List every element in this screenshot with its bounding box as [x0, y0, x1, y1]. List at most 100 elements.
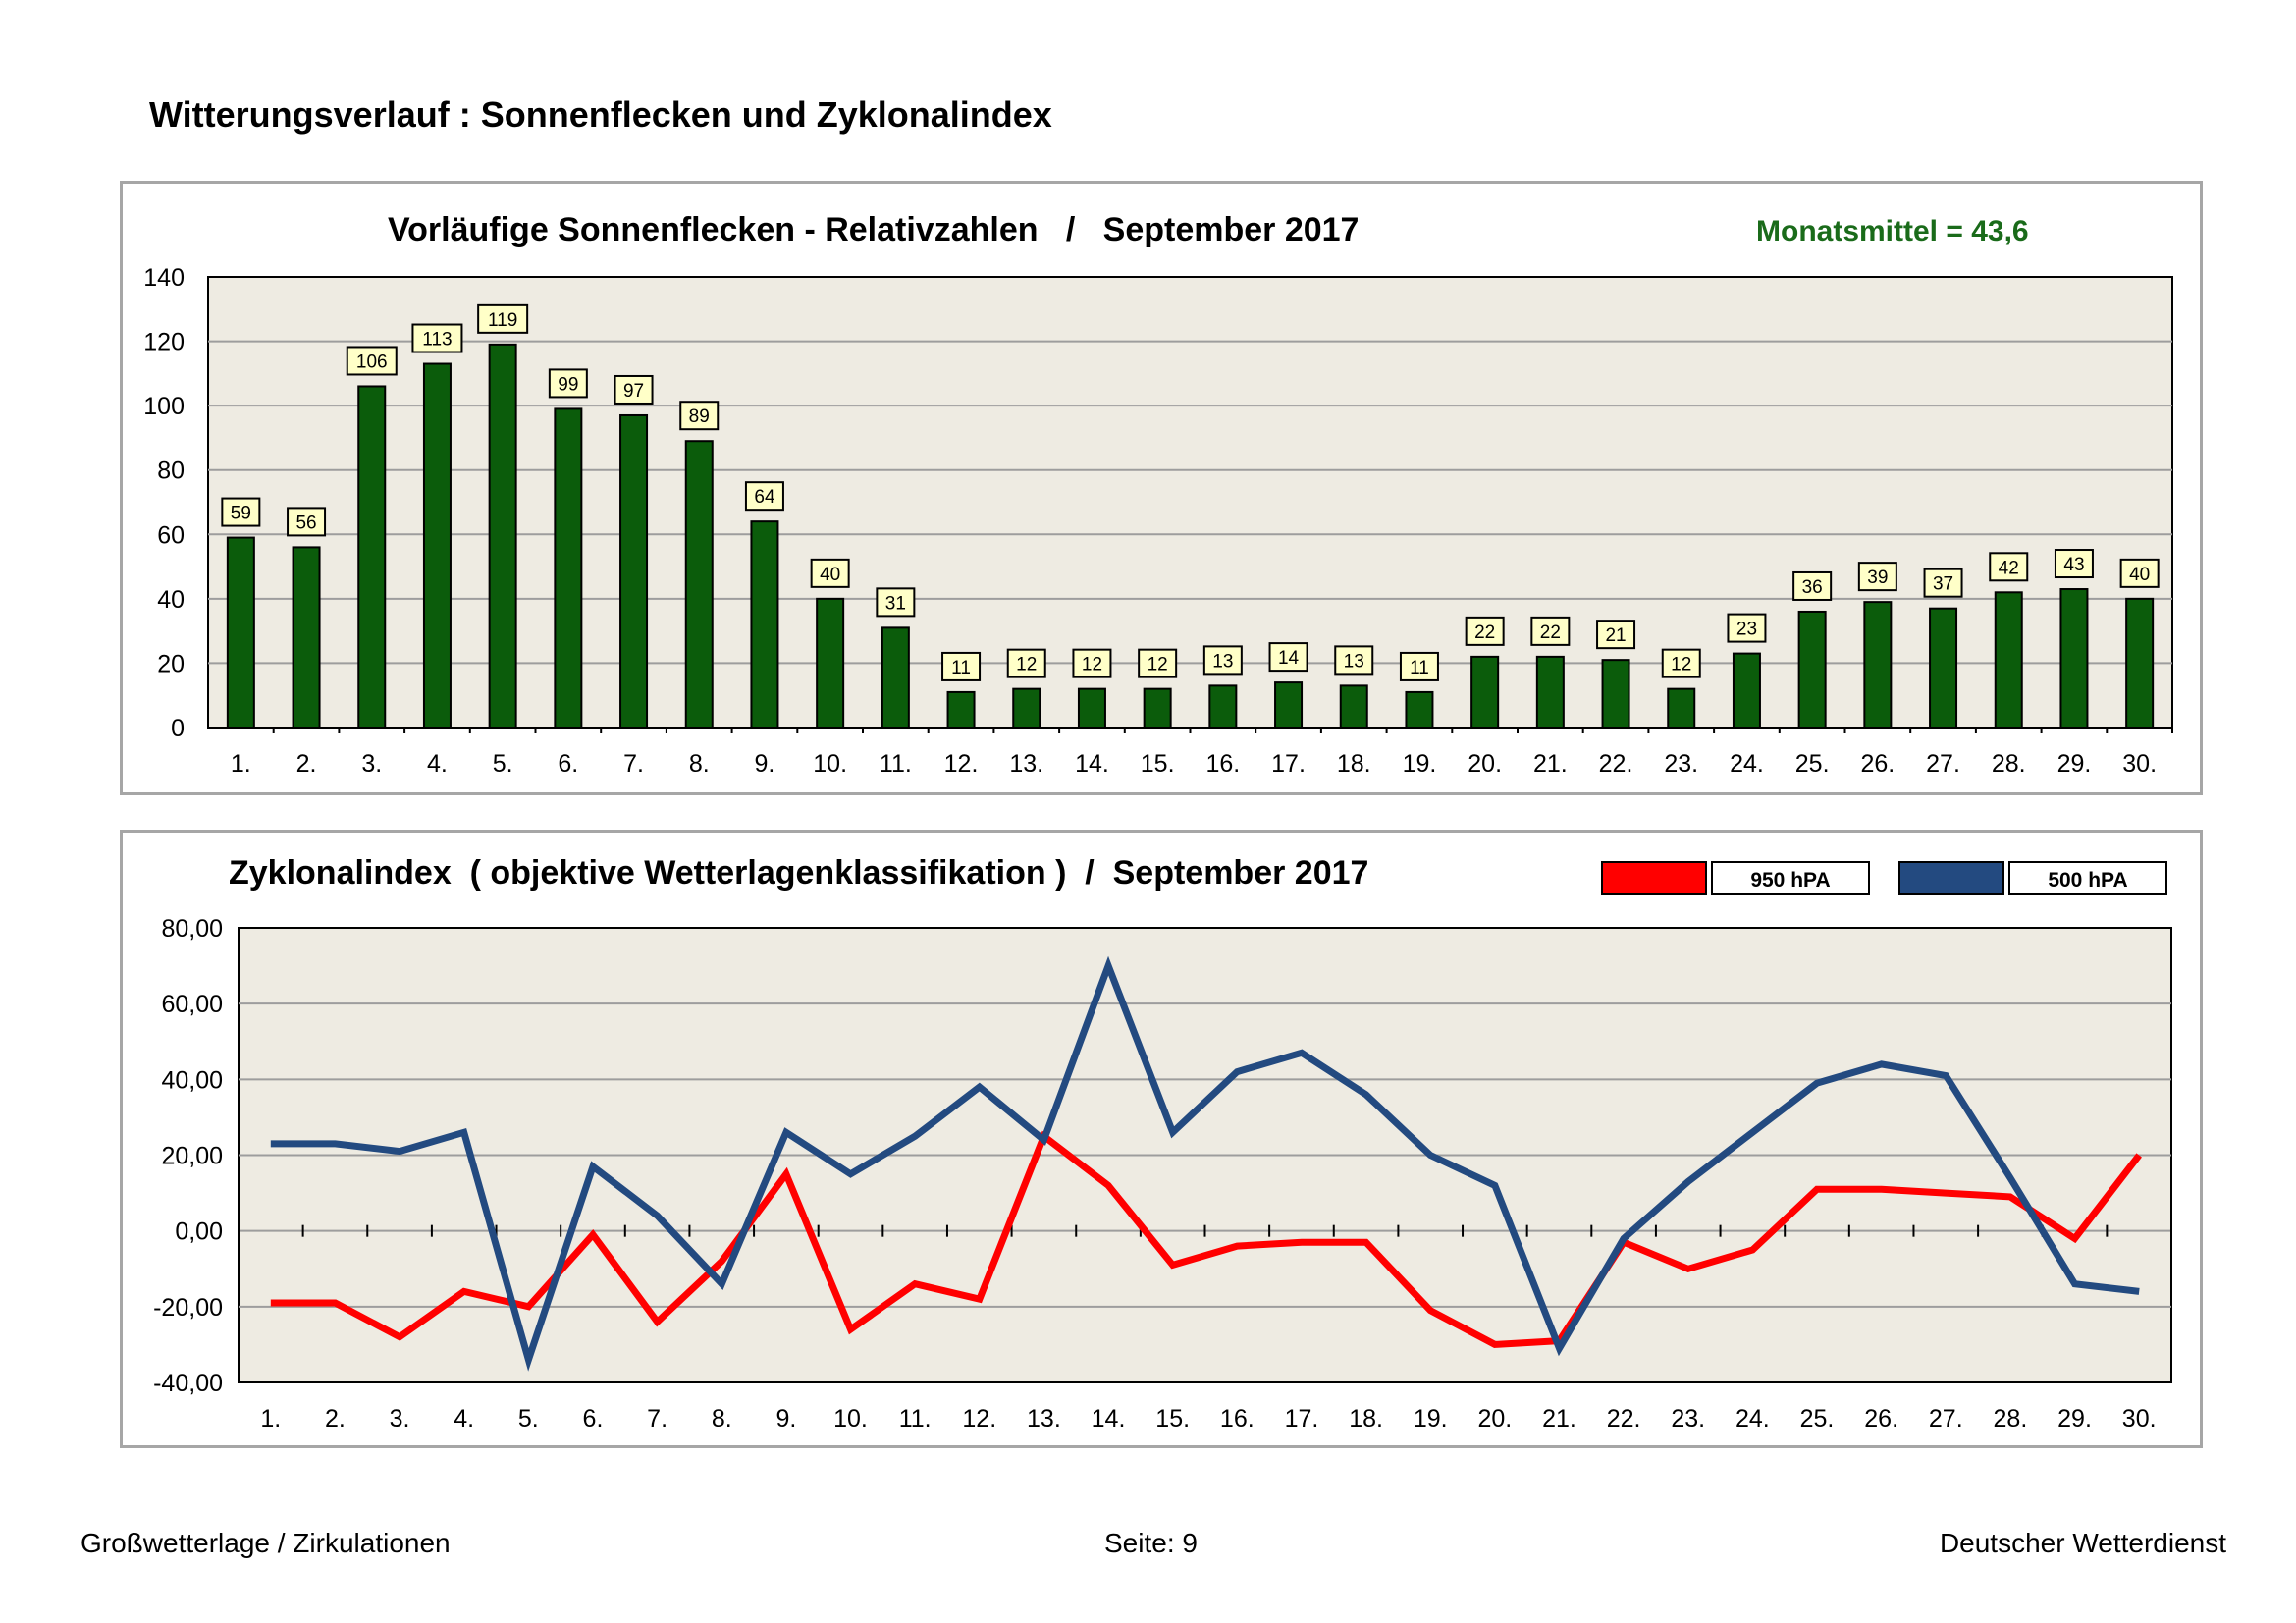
sunspot-x-tick-label: 2.: [296, 750, 317, 778]
sunspot-bar: [1208, 684, 1238, 729]
sunspot-data-label: 12: [1148, 655, 1168, 676]
sunspot-data-label-box: [1465, 616, 1505, 646]
legend-500-hpa-box: [2008, 861, 2167, 895]
cyclonal-x-tick-label: 10.: [833, 1405, 868, 1433]
cyclonal-x-tick-label: 20.: [1477, 1405, 1512, 1433]
cyclonal-x-tick-label: 24.: [1735, 1405, 1770, 1433]
sunspot-data-label-box: [1202, 645, 1243, 676]
sunspot-data-label-box: [679, 401, 720, 431]
cyclonal-y-tick-label: -20,00: [153, 1294, 223, 1322]
cyclonal-x-tick-label: 12.: [962, 1405, 996, 1433]
sunspot-data-label: 13: [1212, 651, 1233, 672]
sunspot-data-label: 56: [295, 513, 316, 533]
sunspot-x-tick-label: 16.: [1205, 750, 1240, 778]
sunspot-data-label-box: [2119, 558, 2160, 588]
sunspot-x-tick-label: 12.: [944, 750, 979, 778]
sunspot-data-label-box: [411, 323, 463, 353]
cyclonal-x-tick-label: 30.: [2122, 1405, 2157, 1433]
sunspot-x-tick-label: 17.: [1271, 750, 1306, 778]
cyclonal-y-tick-label: 80,00: [161, 915, 223, 943]
sunspot-x-tick-label: 5.: [493, 750, 513, 778]
cyclonal-x-tick-label: 16.: [1220, 1405, 1255, 1433]
sunspot-x-tick-label: 4.: [427, 750, 448, 778]
sunspot-bar-chart: Vorläufige Sonnenflecken - Relativzahlen…: [143, 211, 2173, 778]
sunspot-data-label-box: [1857, 562, 1897, 592]
cyclonal-x-tick-label: 17.: [1285, 1405, 1319, 1433]
cyclonal-y-tick-label: 0,00: [175, 1218, 223, 1246]
sunspot-data-label: 37: [1933, 574, 1953, 595]
series-500-hpa-line: [270, 955, 2140, 1372]
sunspot-bar: [1012, 687, 1041, 730]
sunspot-bar: [684, 440, 714, 729]
sunspot-x-tick-label: 28.: [1992, 750, 2026, 778]
sunspot-data-label-box: [221, 497, 261, 527]
sunspot-x-tick-label: 14.: [1075, 750, 1109, 778]
sunspot-bar: [1143, 687, 1172, 730]
sunspot-bar: [750, 520, 779, 729]
cyclonal-x-tick-label: 6.: [583, 1405, 604, 1433]
cyclonal-x-tick-label: 15.: [1155, 1405, 1190, 1433]
cyclonal-x-tick-label: 28.: [1994, 1405, 2028, 1433]
sunspot-data-label-box: [876, 587, 916, 618]
sunspot-data-label-box: [810, 558, 850, 588]
sunspot-y-tick-label: 80: [157, 458, 185, 485]
cyclonal-x-tick-label: 18.: [1349, 1405, 1383, 1433]
sunspot-y-tick-label: 140: [143, 264, 185, 292]
cyclonal-x-tick-label: 29.: [2057, 1405, 2092, 1433]
sunspot-x-tick-label: 15.: [1141, 750, 1175, 778]
sunspot-data-label: 39: [1867, 568, 1888, 588]
sunspot-data-label-box: [2054, 549, 2094, 579]
cyclonal-y-tick-label: 60,00: [161, 991, 223, 1018]
cyclonal-x-tick-label: 27.: [1929, 1405, 1963, 1433]
sunspot-data-label: 12: [1016, 655, 1037, 676]
sunspot-data-label: 11: [951, 658, 971, 678]
sunspot-data-label: 89: [689, 406, 710, 427]
cyclonal-x-tick-label: 3.: [390, 1405, 410, 1433]
sunspot-x-tick-label: 29.: [2057, 750, 2092, 778]
sunspot-data-label-box: [1530, 616, 1571, 646]
sunspot-y-tick-label: 60: [157, 521, 185, 549]
sunspot-data-label: 106: [356, 352, 388, 372]
sunspot-data-label-box: [1334, 645, 1374, 676]
sunspot-data-label: 31: [885, 593, 906, 614]
sunspot-x-tick-label: 10.: [813, 750, 847, 778]
cyclonal-x-tick-label: 21.: [1542, 1405, 1576, 1433]
sunspot-data-label: 119: [488, 310, 517, 331]
sunspot-data-label: 23: [1736, 620, 1757, 640]
sunspot-bar: [1929, 607, 1958, 730]
sunspot-bar: [1863, 601, 1893, 729]
sunspot-data-label-box: [1989, 552, 2029, 582]
sunspot-x-tick-label: 21.: [1533, 750, 1568, 778]
cyclonal-index-chart-panel: Zyklonalindex ( objektive Wetterlagenkla…: [120, 830, 2203, 1448]
sunspot-bar: [2059, 588, 2089, 729]
sunspot-bar: [554, 407, 583, 730]
cyclonal-y-tick-label: 20,00: [161, 1143, 223, 1170]
sunspot-y-tick-label: 20: [157, 650, 185, 677]
sunspot-data-label-box: [744, 481, 784, 512]
sunspot-data-label-box: [1268, 642, 1308, 673]
sunspot-data-label: 21: [1605, 625, 1626, 646]
sunspot-bar: [1732, 652, 1761, 730]
sunspot-chart-panel: Vorläufige Sonnenflecken - Relativzahlen…: [120, 181, 2203, 795]
sunspot-data-label-box: [1006, 648, 1046, 678]
sunspot-bar: [1339, 684, 1368, 729]
sunspot-x-tick-label: 22.: [1599, 750, 1633, 778]
sunspot-x-tick-label: 9.: [755, 750, 775, 778]
series-950-hpa-line: [270, 1130, 2142, 1348]
cyclonal-x-tick-label: 1.: [260, 1405, 281, 1433]
sunspot-bar: [1535, 655, 1565, 729]
cyclonal-x-tick-label: 11.: [899, 1405, 932, 1433]
sunspot-data-label: 11: [1410, 658, 1429, 678]
sunspot-data-label: 64: [754, 487, 775, 508]
cyclonal-x-tick-label: 4.: [454, 1405, 474, 1433]
legend-950-hpa-box: [1711, 861, 1870, 895]
sunspot-data-label-box: [1399, 651, 1439, 681]
cyclonal-x-tick-label: 22.: [1607, 1405, 1641, 1433]
sunspot-data-label: 22: [1474, 622, 1495, 643]
sunspot-data-label-box: [1138, 648, 1178, 678]
sunspot-data-label-box: [1072, 648, 1112, 678]
sunspot-x-tick-label: 24.: [1730, 750, 1764, 778]
sunspot-data-label: 42: [1999, 558, 2019, 578]
sunspot-x-tick-label: 13.: [1009, 750, 1043, 778]
cyclonal-x-tick-label: 13.: [1027, 1405, 1061, 1433]
